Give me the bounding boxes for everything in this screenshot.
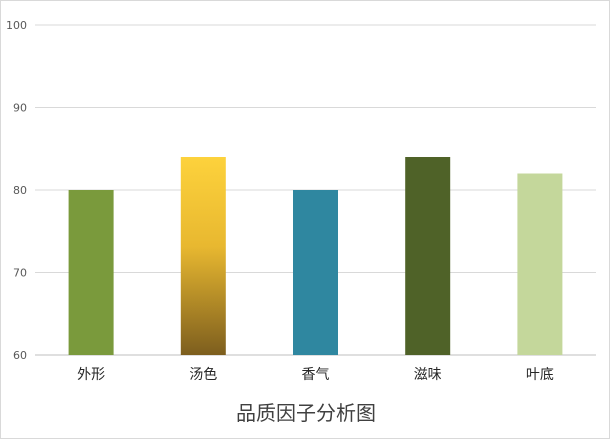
bar-3 [293, 190, 338, 355]
y-tick-label: 90 [13, 102, 27, 115]
x-category-label: 滋味 [414, 367, 442, 383]
bar-4 [405, 157, 451, 355]
x-category-label: 叶底 [526, 367, 554, 383]
x-category-label: 汤色 [189, 366, 217, 383]
y-axis-ticks: 60 70 80 90 100 [6, 19, 27, 362]
y-tick-label: 70 [13, 267, 27, 280]
x-category-label: 外形 [77, 367, 105, 383]
x-axis-labels: 外形 汤色 香气 滋味 叶底 [77, 366, 554, 383]
y-tick-label: 60 [13, 349, 27, 362]
bar-1 [68, 190, 114, 355]
bars [68, 157, 563, 355]
y-tick-label: 80 [13, 184, 27, 197]
x-category-label: 香气 [302, 367, 330, 383]
bar-2 [180, 157, 226, 355]
y-tick-label: 100 [6, 19, 27, 32]
bar-5 [517, 173, 563, 355]
chart-title: 品质因子分析图 [236, 401, 376, 425]
